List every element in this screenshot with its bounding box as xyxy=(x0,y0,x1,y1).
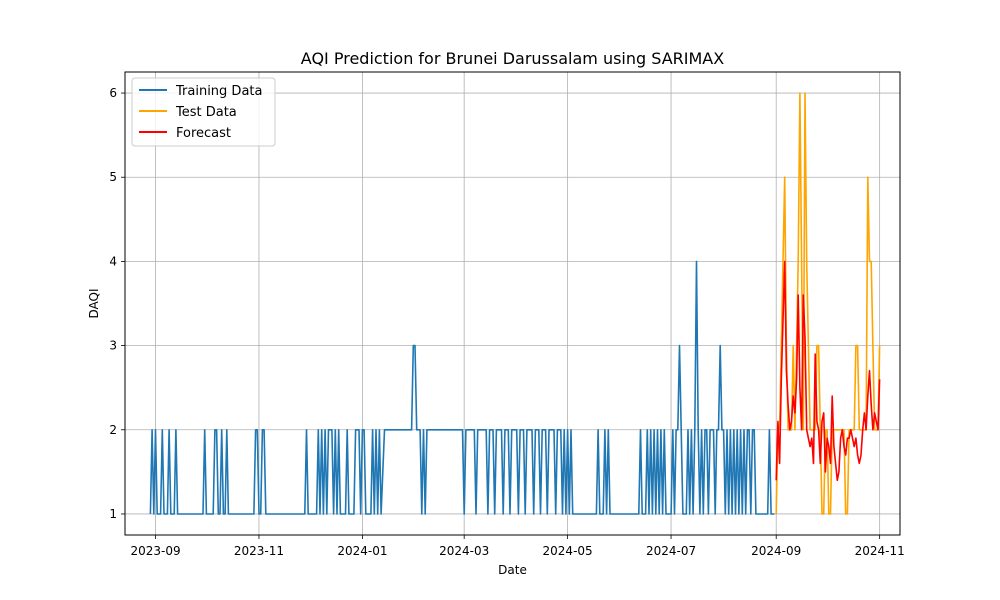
legend-label-test: Test Data xyxy=(175,105,237,120)
x-tick-label: 2024-07 xyxy=(646,544,696,558)
series-line-forecast xyxy=(775,260,881,482)
x-tick-label: 2024-11 xyxy=(855,544,905,558)
x-tick-label: 2023-09 xyxy=(130,544,180,558)
axes-frame xyxy=(124,71,901,536)
y-tick-label: 6 xyxy=(109,86,117,100)
legend-label-training: Training Data xyxy=(175,84,262,99)
y-axis-label: DAQI xyxy=(87,288,101,318)
x-tick-label: 2024-09 xyxy=(751,544,801,558)
x-tick-label: 2024-03 xyxy=(439,544,489,558)
x-tick-label: 2023-11 xyxy=(234,544,284,558)
y-tick-label: 3 xyxy=(109,339,117,353)
y-tick-label: 4 xyxy=(109,254,117,268)
legend: Training Data Test Data Forecast xyxy=(131,77,276,147)
legend-box xyxy=(131,77,276,147)
y-tick-label: 2 xyxy=(109,423,117,437)
chart-title: AQI Prediction for Brunei Darussalam usi… xyxy=(301,49,724,68)
y-tick-label: 5 xyxy=(109,170,117,184)
plot-area xyxy=(149,92,881,515)
axis-ticks: 2023-09 2023-11 2024-01 2024-03 2024-05 2024-… xyxy=(109,86,904,558)
series-line-training-data xyxy=(149,260,775,515)
x-axis-label: Date xyxy=(498,563,527,577)
x-tick-label: 2024-01 xyxy=(337,544,387,558)
y-tick-label: 1 xyxy=(109,507,117,521)
x-tick-label: 2024-05 xyxy=(543,544,593,558)
legend-label-forecast: Forecast xyxy=(176,126,231,141)
